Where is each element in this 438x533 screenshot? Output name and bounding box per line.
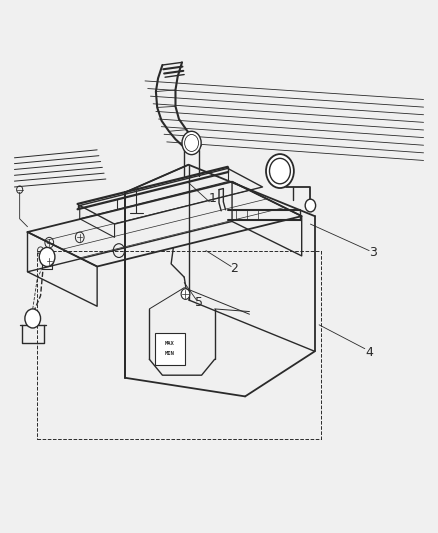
Circle shape bbox=[181, 289, 190, 300]
Text: 5: 5 bbox=[195, 295, 203, 309]
Text: 2: 2 bbox=[230, 262, 238, 274]
FancyBboxPatch shape bbox=[155, 333, 185, 365]
Text: MIN: MIN bbox=[165, 351, 175, 357]
Text: 1: 1 bbox=[208, 192, 216, 205]
Circle shape bbox=[182, 131, 201, 155]
Text: MAX: MAX bbox=[165, 341, 175, 346]
Circle shape bbox=[305, 199, 316, 212]
Circle shape bbox=[25, 309, 41, 328]
Circle shape bbox=[39, 247, 55, 266]
Circle shape bbox=[266, 154, 294, 188]
Text: 3: 3 bbox=[370, 246, 378, 259]
Text: 4: 4 bbox=[365, 346, 373, 359]
